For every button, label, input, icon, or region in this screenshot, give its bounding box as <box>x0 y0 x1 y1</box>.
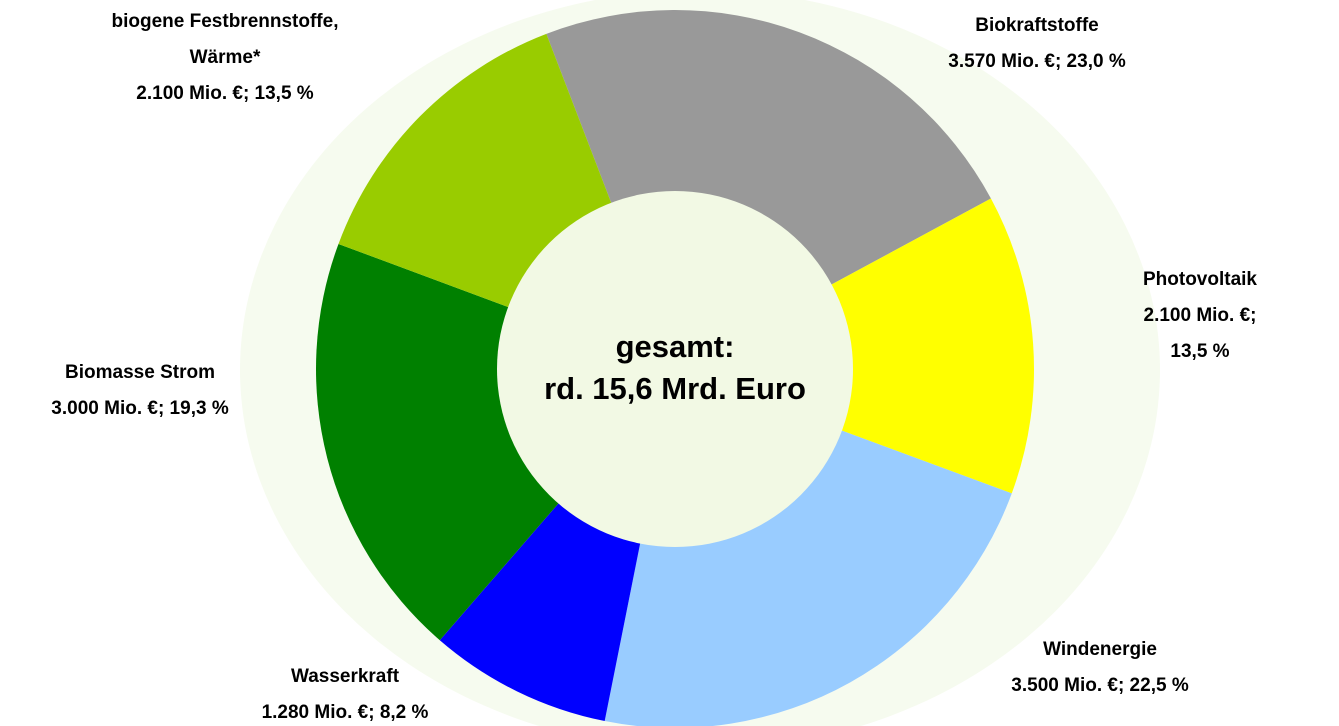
segment-label: Windenergie 3.500 Mio. €; 22,5 % <box>1011 632 1188 704</box>
value-label: 2.100 Mio. €; 13,5 % <box>136 83 314 104</box>
category-name: Photovoltaik <box>1142 269 1257 290</box>
category-name: biogene Festbrennstoffe, Wärme* <box>111 11 339 68</box>
category-name: Windenergie <box>1043 639 1157 660</box>
category-name: Biomasse Strom <box>65 362 215 383</box>
value-label: 2.100 Mio. €; 13,5 % <box>1143 305 1257 362</box>
segment-label: Wasserkraft 1.280 Mio. €; 8,2 % <box>262 659 429 726</box>
segment-label: Biomasse Strom 3.000 Mio. €; 19,3 % <box>51 355 228 427</box>
donut-segment <box>675 198 1034 494</box>
value-label: 3.500 Mio. €; 22,5 % <box>1011 675 1189 696</box>
value-label: 3.000 Mio. €; 19,3 % <box>51 398 229 419</box>
segment-label: biogene Festbrennstoffe, Wärme* 2.100 Mio… <box>112 4 339 112</box>
value-label: 1.280 Mio. €; 8,2 % <box>261 702 429 723</box>
center-label: rd. 15,6 Mrd. Euro <box>544 371 806 406</box>
donut-hole <box>497 191 853 547</box>
segment-label: Photovoltaik 2.100 Mio. €; 13,5 % <box>1131 262 1270 370</box>
value-label: 3.570 Mio. €; 23,0 % <box>948 51 1126 72</box>
category-name: Biokraftstoffe <box>975 15 1099 36</box>
category-name: Wasserkraft <box>290 666 400 687</box>
segment-label: Biokraftstoffe 3.570 Mio. €; 23,0 % <box>948 8 1125 80</box>
center-label: gesamt: <box>615 329 735 364</box>
